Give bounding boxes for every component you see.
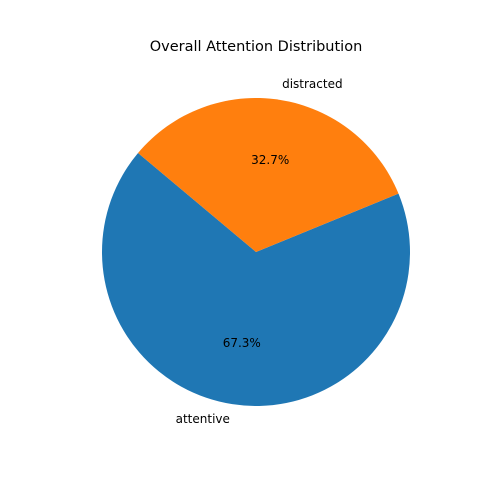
slice-label-distracted: distracted <box>282 77 343 91</box>
slice-percent-attentive: 67.3% <box>223 336 261 350</box>
chart-title: Overall Attention Distribution <box>150 39 363 55</box>
slice-percent-distracted: 32.7% <box>251 153 289 167</box>
pie-slice-attentive <box>102 153 410 406</box>
pie-labels: attentive 67.3% distracted 32.7% <box>176 77 343 426</box>
slice-label-attentive: attentive <box>176 412 230 426</box>
pie-slices <box>102 98 410 406</box>
pie-slice-distracted <box>138 98 399 252</box>
